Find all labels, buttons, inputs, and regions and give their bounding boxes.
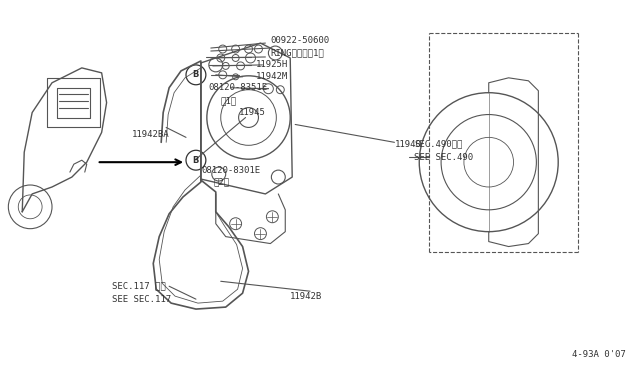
Text: SEC.490参照: SEC.490参照 <box>414 140 463 149</box>
Text: SEE SEC.117: SEE SEC.117 <box>111 295 171 304</box>
Text: 11940: 11940 <box>394 140 421 149</box>
Text: RINGリング〈1〉: RINGリング〈1〉 <box>270 48 324 58</box>
Text: SEC.117 参照: SEC.117 参照 <box>111 282 165 291</box>
Text: 11942B: 11942B <box>290 292 323 301</box>
Text: 11945: 11945 <box>239 108 266 117</box>
Text: 11925H: 11925H <box>255 60 288 70</box>
Text: 〈1〉: 〈1〉 <box>221 96 237 105</box>
Text: 08120-8351E: 08120-8351E <box>209 83 268 92</box>
Text: 11942BA: 11942BA <box>131 130 169 139</box>
Text: 〈2〉: 〈2〉 <box>214 177 230 186</box>
Text: 08120-8301E: 08120-8301E <box>201 166 260 174</box>
Text: 4-93A 0'07: 4-93A 0'07 <box>572 350 626 359</box>
Text: B: B <box>193 70 199 79</box>
Text: 00922-50600: 00922-50600 <box>270 36 330 45</box>
Text: SEE SEC.490: SEE SEC.490 <box>414 153 474 162</box>
Text: B: B <box>193 156 199 165</box>
Text: 11942M: 11942M <box>255 72 288 81</box>
